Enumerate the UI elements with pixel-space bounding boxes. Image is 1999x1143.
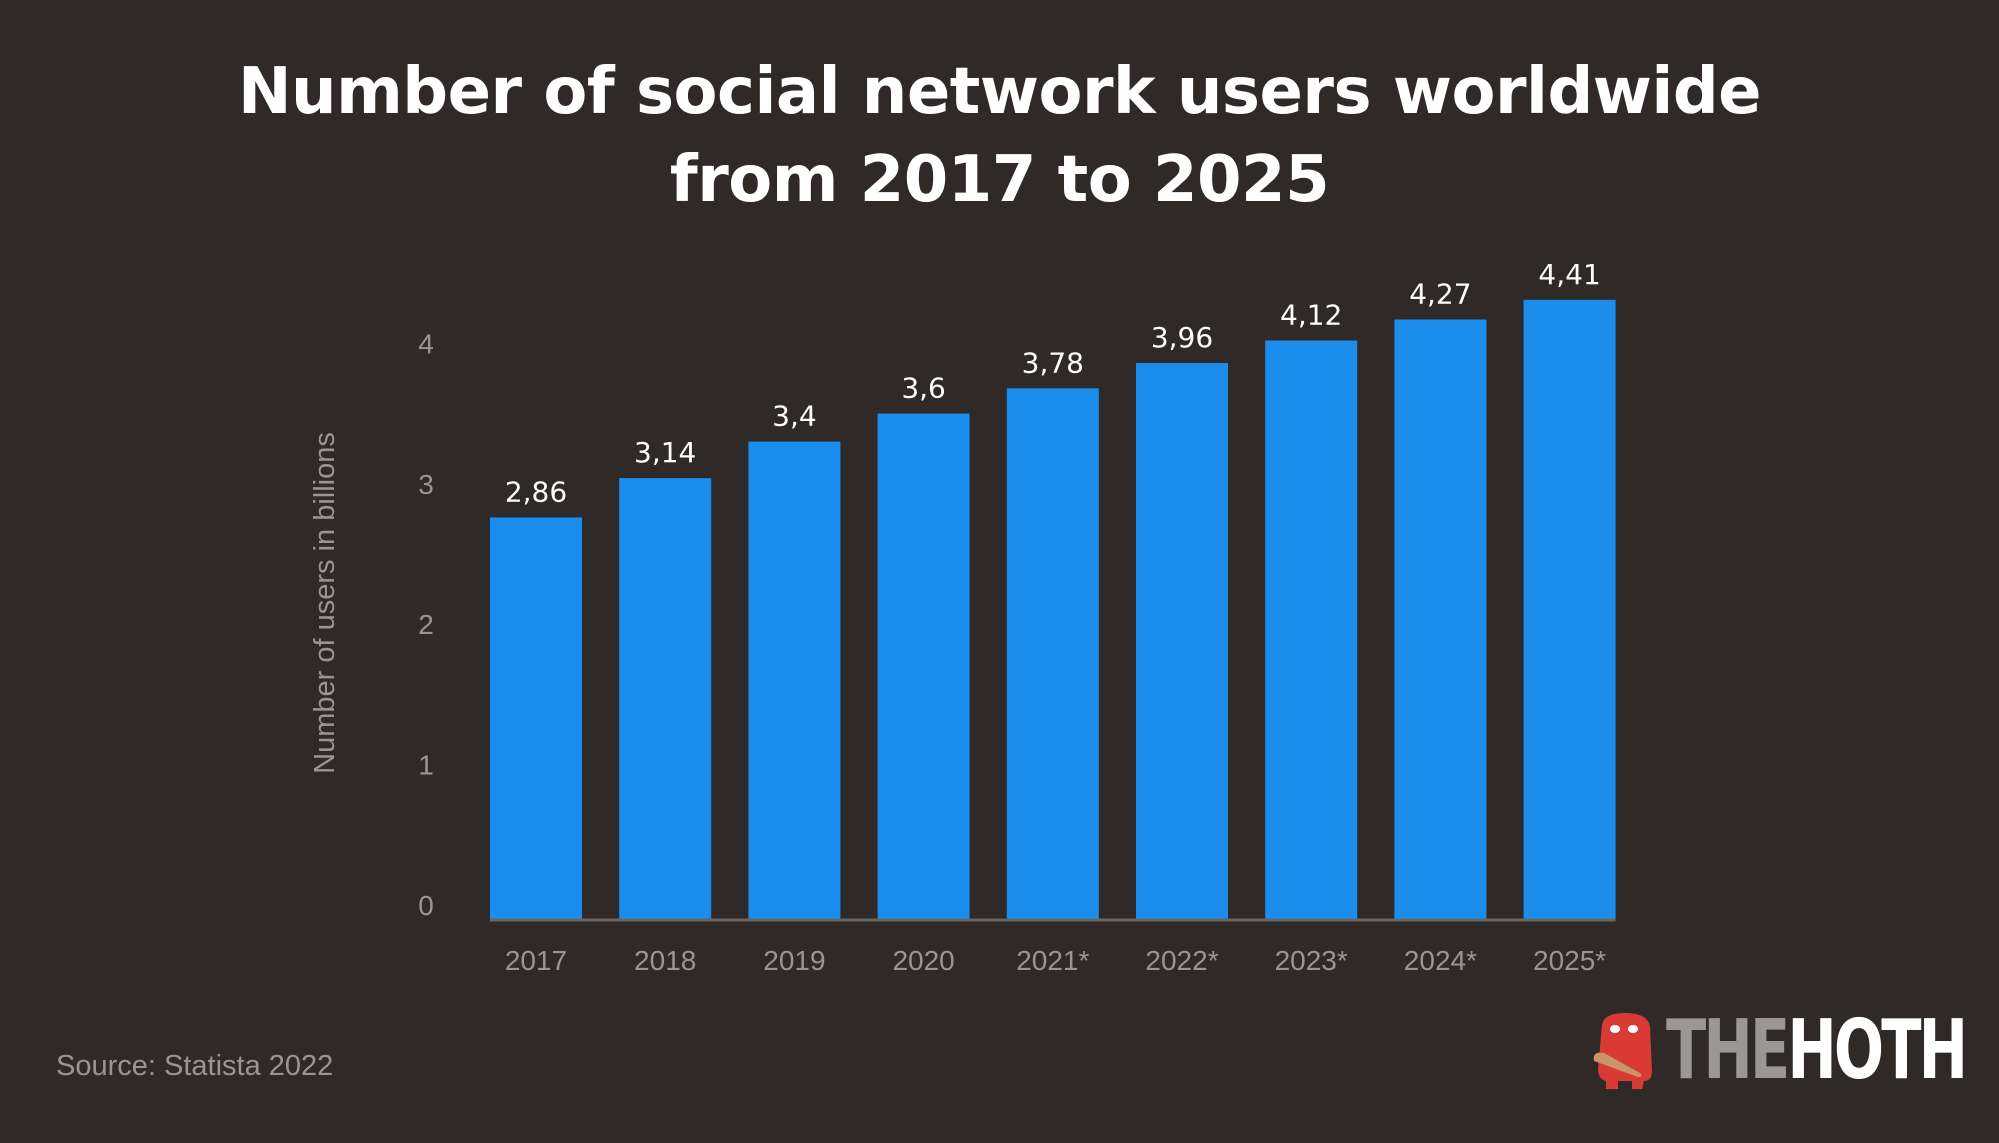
- x-tick-label: 2021*: [1016, 945, 1089, 976]
- chart-title-line-1: Number of social network users worldwide: [237, 55, 1762, 129]
- y-axis-label: Number of users in billions: [309, 432, 341, 774]
- bar-2020: [877, 413, 970, 919]
- x-tick-label: 2018: [634, 945, 696, 976]
- bar-2021: [1006, 388, 1099, 920]
- x-tick-label: 2017: [505, 945, 567, 976]
- x-tick-label: 2019: [763, 945, 825, 976]
- chart-title-line-2: from 2017 to 2025: [669, 143, 1330, 217]
- data-label: 3,6: [901, 372, 946, 405]
- logo-text-the: THE: [1666, 1003, 1790, 1098]
- x-tick-label: 2020: [892, 945, 954, 976]
- bar-2022: [1136, 363, 1228, 919]
- data-label: 2,86: [505, 475, 567, 508]
- y-tick-label: 0: [418, 890, 434, 921]
- x-tick-label: 2024*: [1404, 945, 1477, 976]
- data-label: 4,12: [1280, 299, 1342, 332]
- data-label: 3,14: [634, 436, 696, 469]
- data-label: 3,96: [1151, 321, 1213, 354]
- logo-text-hoth: HOTH: [1787, 1003, 1968, 1098]
- data-label: 3,78: [1022, 346, 1084, 379]
- data-label: 4,27: [1409, 277, 1471, 310]
- data-label: 3,4: [772, 400, 817, 433]
- thehoth-logo: THEHOTH: [1592, 1010, 1999, 1092]
- bar-2019: [748, 441, 841, 919]
- bar-2017: [490, 517, 582, 919]
- source-note: Source: Statista 2022: [56, 1050, 334, 1082]
- y-tick-label: 1: [418, 750, 434, 781]
- y-tick-label: 4: [418, 328, 434, 359]
- bar-2018: [619, 478, 712, 919]
- chart-title: Number of social network users worldwide…: [0, 48, 1999, 224]
- x-tick-label: 2025*: [1533, 945, 1606, 976]
- y-tick-label: 3: [418, 469, 434, 500]
- y-tick-label: 2: [418, 609, 434, 640]
- x-tick-label: 2022*: [1145, 945, 1218, 976]
- mascot-icon: [1593, 1013, 1652, 1089]
- bar-2023: [1265, 340, 1358, 919]
- bar-2024: [1394, 319, 1487, 919]
- x-tick-label: 2023*: [1275, 945, 1348, 976]
- data-label: 4,41: [1538, 258, 1600, 291]
- bar-2025: [1523, 299, 1616, 919]
